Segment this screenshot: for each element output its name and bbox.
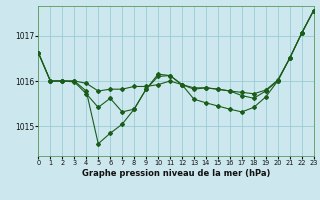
X-axis label: Graphe pression niveau de la mer (hPa): Graphe pression niveau de la mer (hPa) (82, 169, 270, 178)
